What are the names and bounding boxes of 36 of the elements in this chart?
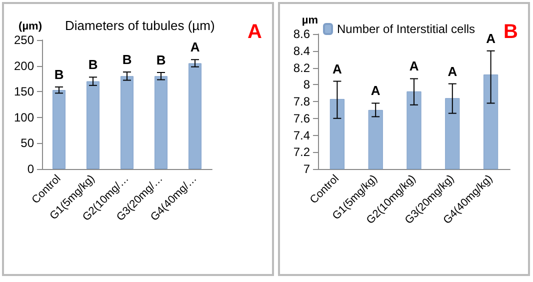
y-tick-label: 7.2: [293, 145, 310, 160]
bar: [52, 90, 66, 169]
y-tick-label: 8.2: [293, 60, 310, 75]
data-label: B: [88, 57, 98, 72]
bar: [120, 76, 134, 169]
y-tick-label: 8.6: [293, 27, 310, 41]
data-label: A: [190, 40, 200, 55]
y-tick-label: 250: [14, 33, 34, 47]
data-label: B: [122, 52, 132, 67]
y-tick-label: 200: [14, 58, 34, 73]
data-label: B: [156, 52, 166, 68]
bar: [188, 63, 202, 169]
bar: [154, 76, 168, 169]
y-tick-label: 7.6: [293, 111, 310, 126]
data-label: A: [448, 64, 458, 79]
y-tick-label: 7.8: [293, 94, 310, 108]
y-tick-label: 8: [303, 78, 310, 92]
y-tick-label: 150: [14, 84, 34, 99]
data-label: A: [486, 30, 496, 46]
text: A: [248, 21, 262, 43]
data-label: A: [370, 83, 381, 98]
y-tick-label: 7.4: [293, 128, 310, 142]
y-axis-title: (µm): [18, 20, 42, 32]
y-tick-label: 7: [303, 162, 310, 176]
y-tick-label: 8.4: [293, 44, 310, 58]
data-label: B: [54, 66, 64, 82]
annotation: B: [504, 21, 518, 43]
legend-label: Number of Interstitial cells: [337, 22, 476, 36]
data-label: A: [332, 61, 343, 76]
data-label: A: [409, 58, 420, 74]
bar: [86, 81, 100, 169]
y-axis-title: µm: [302, 14, 318, 26]
y-tick-label: 100: [14, 110, 34, 124]
y-tick-label: 0: [27, 162, 34, 176]
chart-title: Diameters of tubules (µm): [65, 18, 215, 33]
y-tick-label: 50: [20, 136, 34, 150]
